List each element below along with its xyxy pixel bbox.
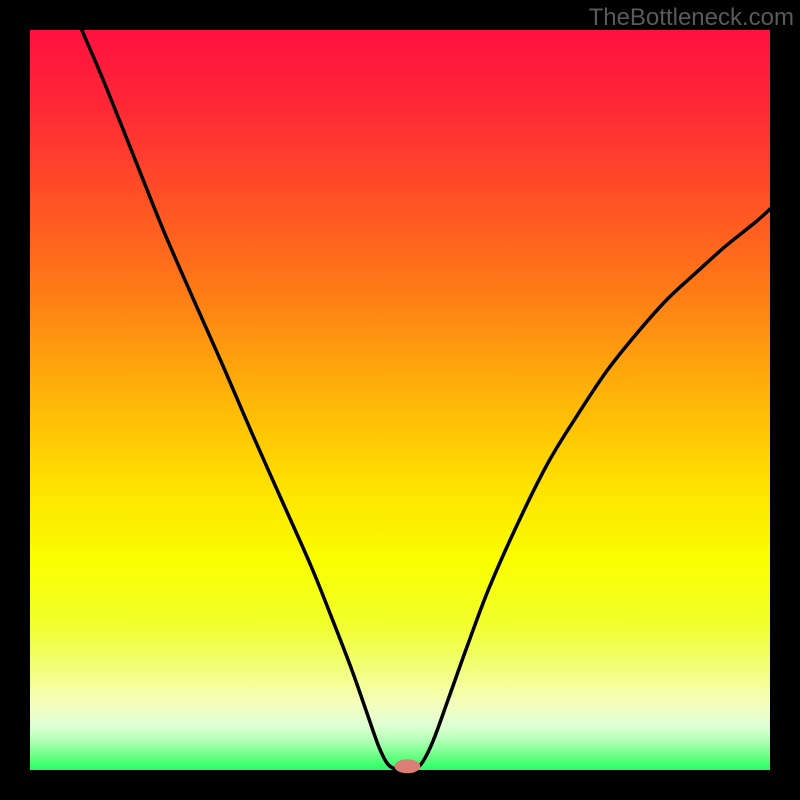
optimal-marker [394,759,420,773]
bottleneck-chart [0,0,800,800]
watermark-text: TheBottleneck.com [589,4,794,32]
plot-area [30,30,770,770]
chart-container: TheBottleneck.com [0,0,800,800]
